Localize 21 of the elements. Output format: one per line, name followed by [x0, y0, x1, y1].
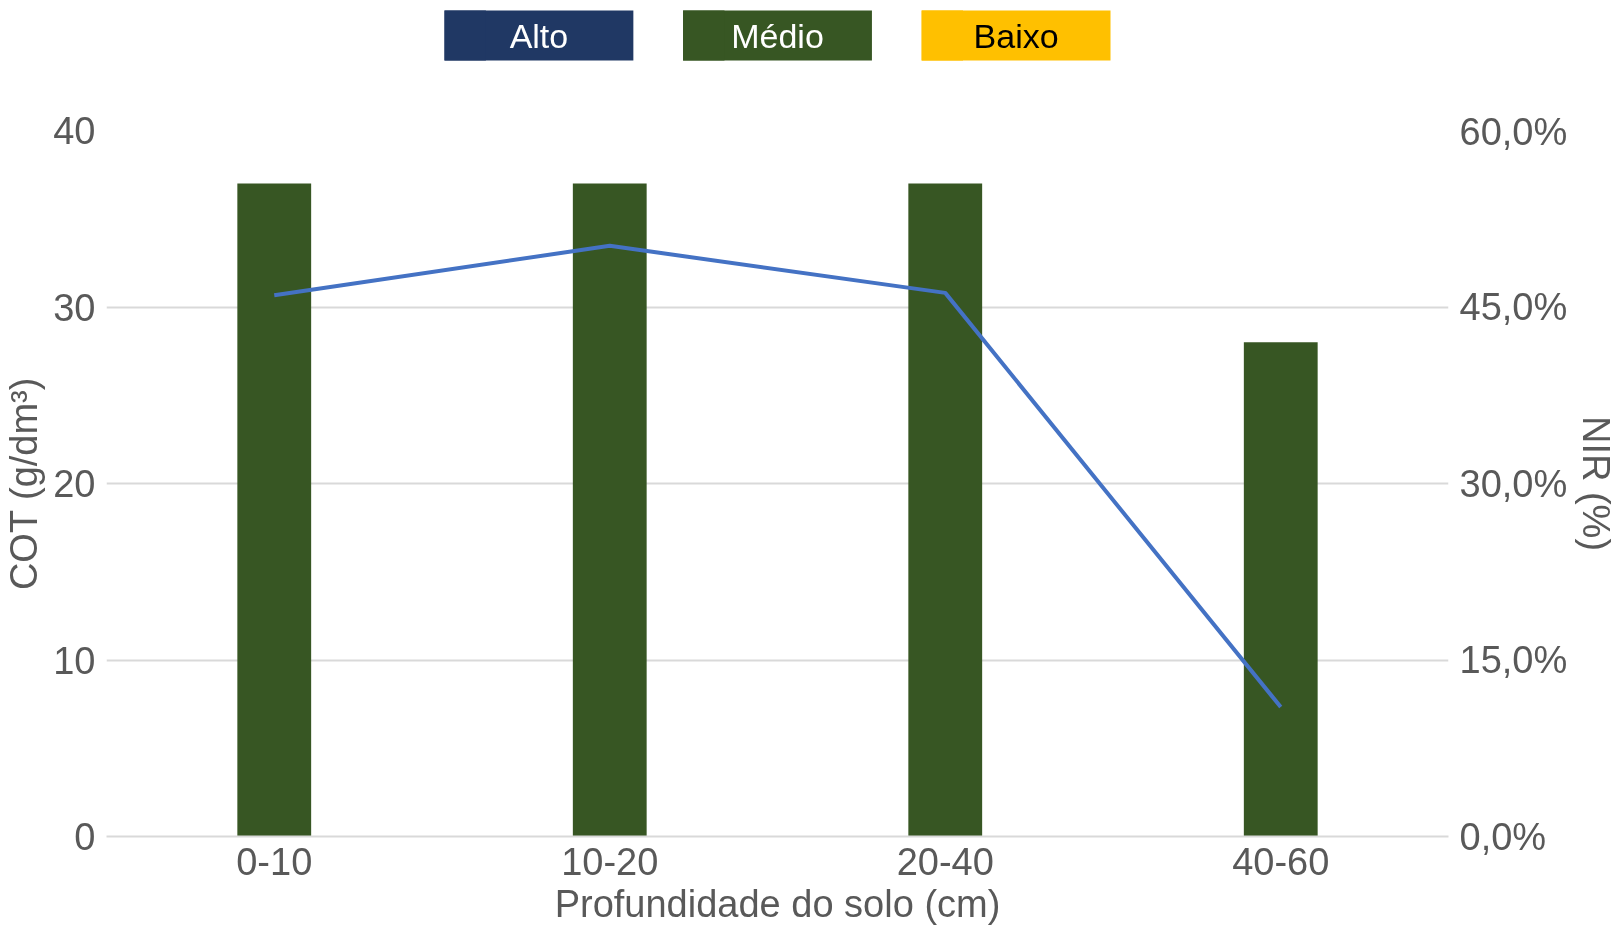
y-tick-label: 20 [53, 463, 96, 505]
y2-axis-title: NIR (%) [1575, 415, 1618, 552]
x-tick-label: 10-20 [561, 840, 659, 883]
legend-label: Baixo [973, 16, 1059, 55]
legend-label: Alto [509, 16, 569, 55]
y-axis-title: COT (g/dm³) [3, 377, 46, 591]
x-tick-label: 0-10 [236, 840, 313, 883]
y-tick-label: 40 [53, 110, 96, 152]
line-series [272, 243, 1283, 710]
x-axis-title: Profundidade do solo (cm) [554, 882, 1001, 925]
y2-tick-label: 60,0% [1459, 110, 1568, 153]
x-tick-label: 40-60 [1232, 840, 1330, 883]
y-tick-label: 0 [74, 816, 96, 858]
legend-label: Médio [731, 16, 824, 55]
y2-tick-label: 45,0% [1459, 286, 1568, 328]
x-tick-label: 20-40 [896, 840, 994, 883]
y2-tick-label: 30,0% [1459, 462, 1568, 505]
y2-tick-label: 0,0% [1459, 815, 1547, 858]
y-tick-label: 30 [53, 286, 96, 329]
y2-tick-label: 15,0% [1459, 639, 1568, 681]
y-tick-label: 10 [53, 639, 96, 682]
